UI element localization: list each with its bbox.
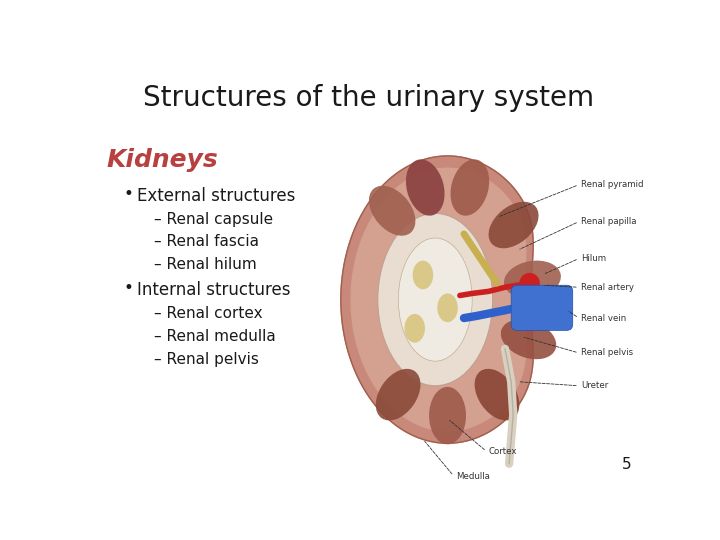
- Text: – Renal hilum: – Renal hilum: [154, 257, 257, 272]
- Ellipse shape: [504, 261, 561, 298]
- Ellipse shape: [378, 213, 492, 386]
- Text: – Renal medulla: – Renal medulla: [154, 329, 276, 344]
- Text: Ureter: Ureter: [581, 381, 608, 390]
- Text: External structures: External structures: [138, 187, 296, 205]
- Text: Internal structures: Internal structures: [138, 281, 291, 299]
- Ellipse shape: [437, 293, 458, 322]
- Text: – Renal capsule: – Renal capsule: [154, 212, 274, 227]
- Polygon shape: [351, 168, 526, 431]
- Ellipse shape: [474, 369, 519, 421]
- Text: 5: 5: [621, 457, 631, 472]
- Polygon shape: [341, 156, 534, 443]
- Ellipse shape: [451, 159, 489, 215]
- Ellipse shape: [406, 159, 444, 215]
- Text: Cortex: Cortex: [489, 447, 517, 456]
- Text: Renal artery: Renal artery: [581, 283, 634, 292]
- FancyBboxPatch shape: [511, 285, 572, 330]
- Ellipse shape: [398, 238, 472, 361]
- Text: – Renal pelvis: – Renal pelvis: [154, 352, 259, 367]
- Text: Kidneys: Kidneys: [107, 148, 218, 172]
- Text: •: •: [124, 185, 133, 204]
- Ellipse shape: [489, 202, 539, 248]
- Text: Renal papilla: Renal papilla: [581, 217, 636, 226]
- Circle shape: [519, 273, 540, 293]
- Ellipse shape: [501, 319, 557, 359]
- Ellipse shape: [429, 387, 466, 444]
- Ellipse shape: [405, 314, 425, 343]
- Text: Structures of the urinary system: Structures of the urinary system: [143, 84, 595, 112]
- Text: Renal vein: Renal vein: [581, 314, 626, 322]
- Text: Renal pelvis: Renal pelvis: [581, 348, 633, 357]
- Text: Medulla: Medulla: [456, 471, 490, 481]
- Text: – Renal fascia: – Renal fascia: [154, 234, 259, 249]
- Text: Renal pyramid: Renal pyramid: [581, 180, 644, 189]
- Ellipse shape: [369, 186, 415, 236]
- Ellipse shape: [413, 261, 433, 289]
- Text: – Renal cortex: – Renal cortex: [154, 306, 263, 321]
- Text: Hilum: Hilum: [581, 254, 606, 263]
- Ellipse shape: [376, 369, 420, 421]
- Text: •: •: [124, 279, 133, 297]
